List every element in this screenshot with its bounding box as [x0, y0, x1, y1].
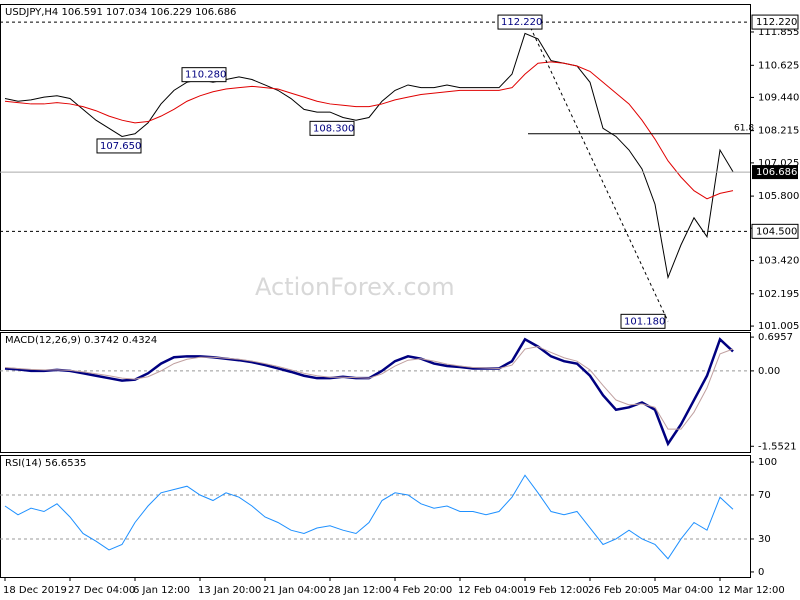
- macd-panel: [0, 332, 751, 453]
- y-tick-label: -1.5521: [758, 441, 797, 452]
- y-tick-label: 108.215: [758, 126, 799, 137]
- x-tick-label: 12 Feb 04:00: [458, 585, 524, 596]
- watermark: ActionForex.com: [255, 273, 455, 301]
- annotation-box: [309, 120, 355, 136]
- macd-title: MACD(12,26,9) 0.3742 0.4324: [5, 335, 157, 346]
- annotation-label: 107.650: [100, 141, 141, 152]
- series-line: [4, 474, 734, 560]
- y-tick-label: 0.00: [758, 366, 780, 377]
- y-tick-label: 109.440: [758, 92, 799, 103]
- last-price-label: 106.686: [756, 167, 797, 178]
- annotation-label: 108.300: [313, 123, 354, 134]
- annotation-box: [96, 138, 142, 154]
- last-price-box: [752, 165, 798, 180]
- x-tick-label: 13 Jan 20:00: [198, 585, 261, 596]
- y-tick-label: 30: [758, 534, 771, 545]
- y-tick-label: 0.6957: [758, 332, 793, 343]
- level-label: 104.500: [756, 226, 797, 237]
- series-line: [4, 346, 734, 430]
- x-tick-label: 19 Feb 12:00: [523, 585, 589, 596]
- fib-label: 61.8: [734, 123, 754, 133]
- y-tick-label: 111.855: [758, 27, 799, 38]
- y-tick-label: 0: [758, 567, 764, 578]
- x-tick-label: 12 Mar 12:00: [718, 585, 785, 596]
- y-tick-label: 107.025: [758, 158, 799, 169]
- x-tick-label: 28 Jan 12:00: [328, 585, 391, 596]
- rsi-panel: [0, 455, 751, 578]
- y-tick-label: 100: [758, 457, 777, 468]
- y-tick-label: 105.800: [758, 191, 799, 202]
- annotation-label: 101.180: [624, 316, 665, 327]
- y-tick-label: 102.195: [758, 289, 799, 300]
- x-tick-label: 26 Feb 20:00: [588, 585, 654, 596]
- y-tick-label: 103.420: [758, 256, 799, 267]
- x-tick-label: 4 Feb 20:00: [393, 585, 452, 596]
- annotation-box: [497, 14, 543, 30]
- level-label: 112.220: [756, 17, 797, 28]
- rsi-title: RSI(14) 56.6535: [5, 458, 86, 469]
- x-tick-label: 6 Jan 12:00: [133, 585, 190, 596]
- series-line: [4, 61, 734, 200]
- x-tick-label: 18 Dec 2019: [3, 585, 67, 596]
- x-tick-label: 27 Dec 04:00: [68, 585, 135, 596]
- annotation-box: [620, 313, 666, 329]
- annotation-label: 110.280: [185, 70, 226, 81]
- level-box: [751, 223, 799, 239]
- y-tick-label: 110.625: [758, 60, 799, 71]
- y-tick-label: 101.005: [758, 321, 799, 332]
- y-tick-label: 70: [758, 490, 771, 501]
- price-panel: [0, 4, 751, 331]
- chart-title: USDJPY,H4 106.591 107.034 106.229 106.68…: [5, 7, 236, 18]
- x-tick-label: 5 Mar 04:00: [653, 585, 713, 596]
- level-box: [751, 14, 799, 30]
- annotation-label: 112.220: [501, 17, 542, 28]
- trend-line: [527, 21, 669, 322]
- annotation-box: [181, 67, 227, 83]
- x-tick-label: 21 Jan 04:00: [263, 585, 326, 596]
